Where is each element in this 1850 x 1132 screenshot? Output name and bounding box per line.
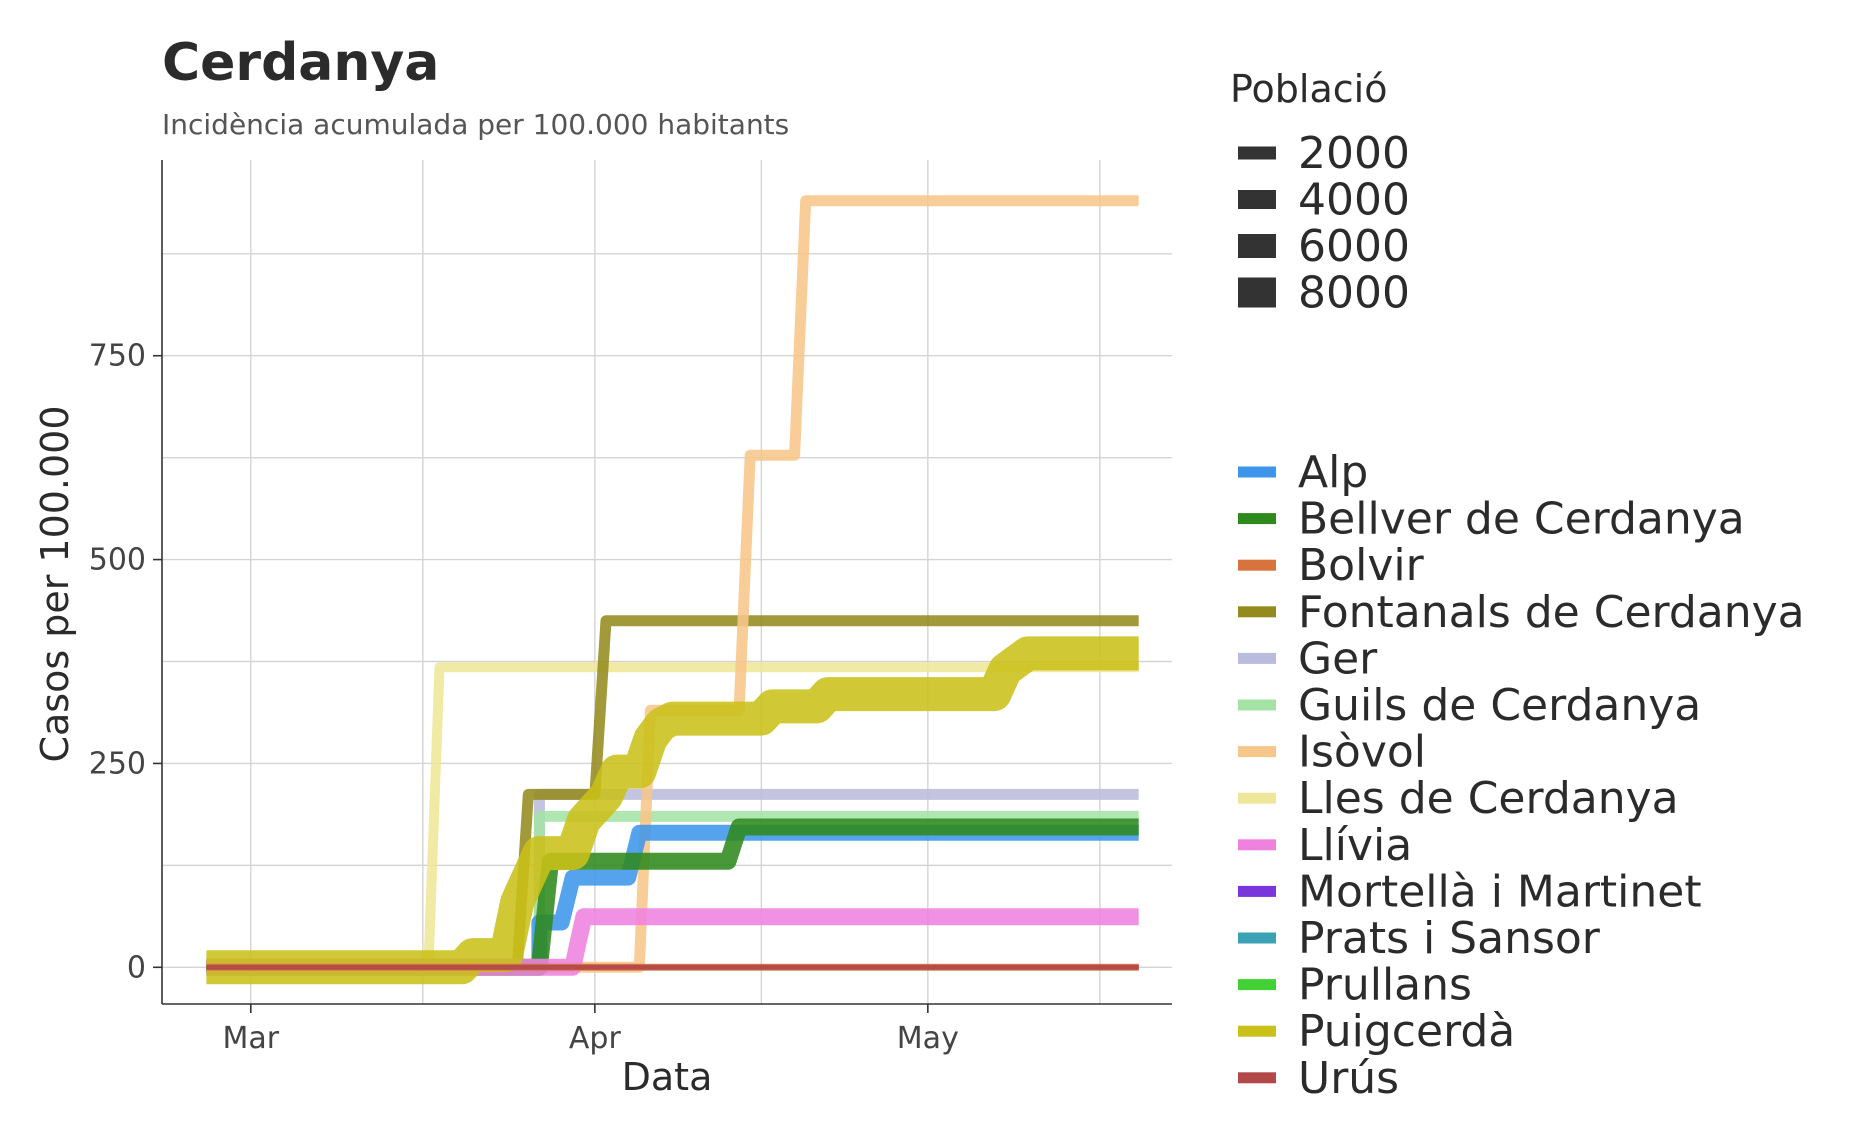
legend-key (1238, 559, 1276, 571)
legend-key (1238, 792, 1276, 804)
legend-key (1238, 1072, 1276, 1084)
plot-grid (162, 160, 1172, 1004)
x-tick-label: Mar (222, 1021, 279, 1056)
legend-key (1238, 746, 1276, 758)
legend-label: Prullans (1298, 960, 1472, 1011)
legend-key (1238, 885, 1276, 897)
size-legend-key (1238, 277, 1276, 308)
x-axis-title: Data (622, 1055, 713, 1099)
legend-label: Llívia (1298, 820, 1412, 871)
size-legend-label: 2000 (1298, 128, 1410, 179)
legend-key (1238, 1025, 1276, 1037)
series-layer (206, 195, 1139, 985)
size-legend-key (1238, 190, 1276, 209)
legend-key (1238, 932, 1276, 944)
chart-subtitle: Incidència acumulada per 100.000 habitan… (162, 108, 789, 141)
legend-label: Urús (1298, 1053, 1399, 1104)
y-tick-label: 750 (89, 339, 146, 374)
series-line-isovol (206, 195, 1139, 973)
y-axis-title: Casos per 100.000 (33, 405, 77, 762)
legend-label: Ger (1298, 633, 1378, 684)
y-tick-label: 0 (127, 950, 146, 985)
legend-key (1238, 606, 1276, 618)
legend-key (1238, 839, 1276, 851)
legend-key (1238, 513, 1276, 525)
size-legend-title: Població (1230, 67, 1387, 111)
axis-ticks: 0 250 500 750 Mar Apr May (89, 339, 959, 1056)
legend-label: Mortellà i Martinet (1298, 866, 1702, 917)
size-legend-key (1238, 234, 1276, 258)
size-legend-label: 6000 (1298, 221, 1410, 272)
legend-label: Isòvol (1298, 727, 1426, 778)
plot-axes (161, 160, 1172, 1005)
series-line-puigcerda (206, 636, 1139, 985)
legend-label: Guils de Cerdanya (1298, 680, 1701, 731)
legend-label: Alp (1298, 447, 1368, 498)
size-legend-label: 4000 (1298, 175, 1410, 226)
legend-key (1238, 699, 1276, 711)
series-line-bellver-de-cerdanya (206, 818, 1139, 976)
legend-label: Bellver de Cerdanya (1298, 494, 1745, 545)
legend-label: Puigcerdà (1298, 1006, 1515, 1057)
size-legend-key (1238, 146, 1276, 160)
y-tick-label: 500 (89, 543, 146, 578)
legend-key (1238, 652, 1276, 664)
legend-label: Fontanals de Cerdanya (1298, 587, 1805, 638)
legend-label: Lles de Cerdanya (1298, 773, 1679, 824)
legend-label: Bolvir (1298, 540, 1425, 591)
size-legend-label: 8000 (1298, 268, 1410, 319)
legend-label: Prats i Sansor (1298, 913, 1601, 964)
legend-key (1238, 466, 1276, 478)
y-tick-label: 250 (89, 746, 146, 781)
x-tick-label: Apr (569, 1021, 622, 1056)
x-tick-label: May (897, 1021, 959, 1056)
chart-title: Cerdanya (162, 33, 439, 93)
legend-key (1238, 979, 1276, 991)
